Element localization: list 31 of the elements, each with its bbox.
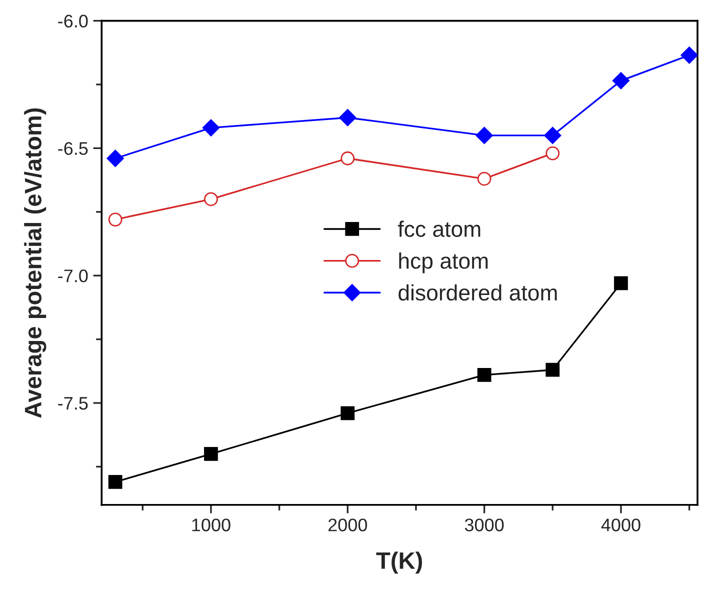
point — [204, 446, 218, 461]
point — [108, 212, 122, 226]
x-tick-label: 2000 — [328, 518, 368, 532]
point — [680, 46, 698, 64]
x-tick-label: 3000 — [464, 518, 504, 532]
legend-label: fcc atom — [398, 220, 480, 237]
point — [544, 126, 562, 144]
point — [340, 151, 355, 166]
y-axis-title: Average potential (eV/atom) — [24, 108, 46, 418]
y-tick-label: -6.5 — [58, 142, 88, 155]
point — [477, 172, 492, 186]
y-tick-label: -6.0 — [58, 14, 88, 28]
point — [106, 150, 124, 167]
legend-label: hcp atom — [399, 252, 488, 274]
y-tick-label: -7.0 — [58, 270, 88, 282]
x-tick-label: 4000 — [601, 518, 640, 532]
point — [477, 368, 492, 382]
x-tick-label: 1000 — [192, 518, 230, 532]
point — [546, 146, 560, 160]
point — [614, 276, 628, 290]
point — [476, 126, 493, 144]
point — [108, 475, 122, 489]
x-axis-title: T(K) — [376, 552, 422, 574]
point — [546, 362, 560, 377]
point — [339, 109, 356, 126]
y-tick-label: -7.5 — [58, 397, 88, 410]
point — [340, 406, 355, 420]
legend-label: disordered atom — [398, 284, 557, 301]
point — [202, 119, 220, 136]
point — [204, 192, 218, 206]
point — [612, 72, 630, 90]
